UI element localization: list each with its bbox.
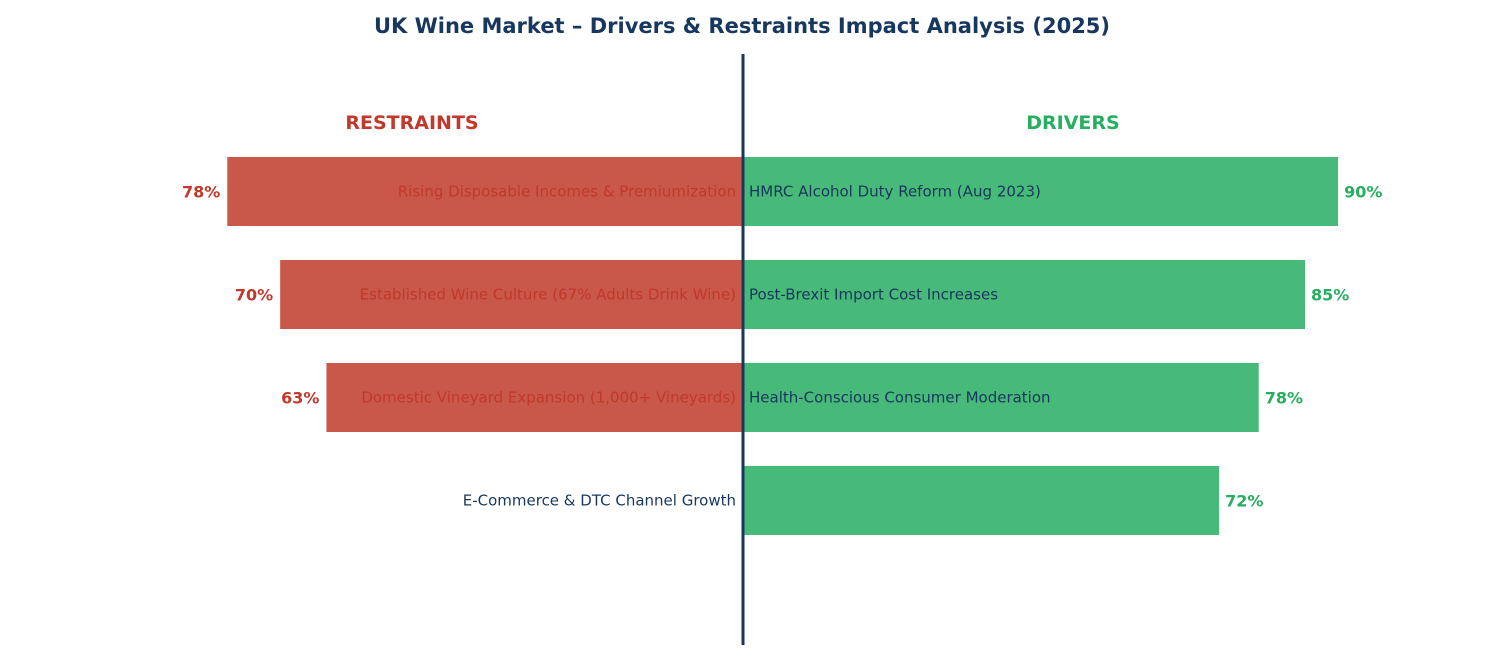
driver-bar: [743, 157, 1339, 226]
restraint-category-label: Domestic Vineyard Expansion (1,000+ Vine…: [361, 389, 736, 407]
drivers-heading: DRIVERS: [1026, 112, 1119, 134]
driver-category-label: Health-Conscious Consumer Moderation: [749, 389, 1051, 407]
restraint-bar: [227, 157, 743, 226]
driver-bar: [743, 466, 1220, 535]
driver-category-label: Post-Brexit Import Cost Increases: [749, 286, 998, 304]
driver-value-label: 78%: [1265, 389, 1303, 408]
restraints-heading: RESTRAINTS: [345, 112, 478, 134]
labels-layer: 78% Rising Disposable Incomes & Premiumiz…: [182, 183, 1382, 511]
restraint-value-label: 63%: [281, 389, 319, 408]
driver-category-label: HMRC Alcohol Duty Reform (Aug 2023): [749, 183, 1041, 201]
restraint-category-label: E-Commerce & DTC Channel Growth: [463, 492, 736, 510]
driver-bar: [743, 260, 1306, 329]
restraint-bar: [326, 363, 743, 432]
chart-title: UK Wine Market – Drivers & Restraints Im…: [374, 14, 1110, 38]
bars-layer: [227, 157, 1339, 535]
restraint-value-label: 78%: [182, 183, 220, 202]
restraint-value-label: 70%: [235, 286, 273, 305]
restraint-category-label: Established Wine Culture (67% Adults Dri…: [360, 286, 736, 304]
driver-value-label: 90%: [1344, 183, 1382, 202]
driver-value-label: 85%: [1311, 286, 1349, 305]
driver-bar: [743, 363, 1259, 432]
driver-value-label: 72%: [1225, 492, 1263, 511]
restraint-bar: [280, 260, 743, 329]
restraint-category-label: Rising Disposable Incomes & Premiumizati…: [398, 183, 736, 201]
